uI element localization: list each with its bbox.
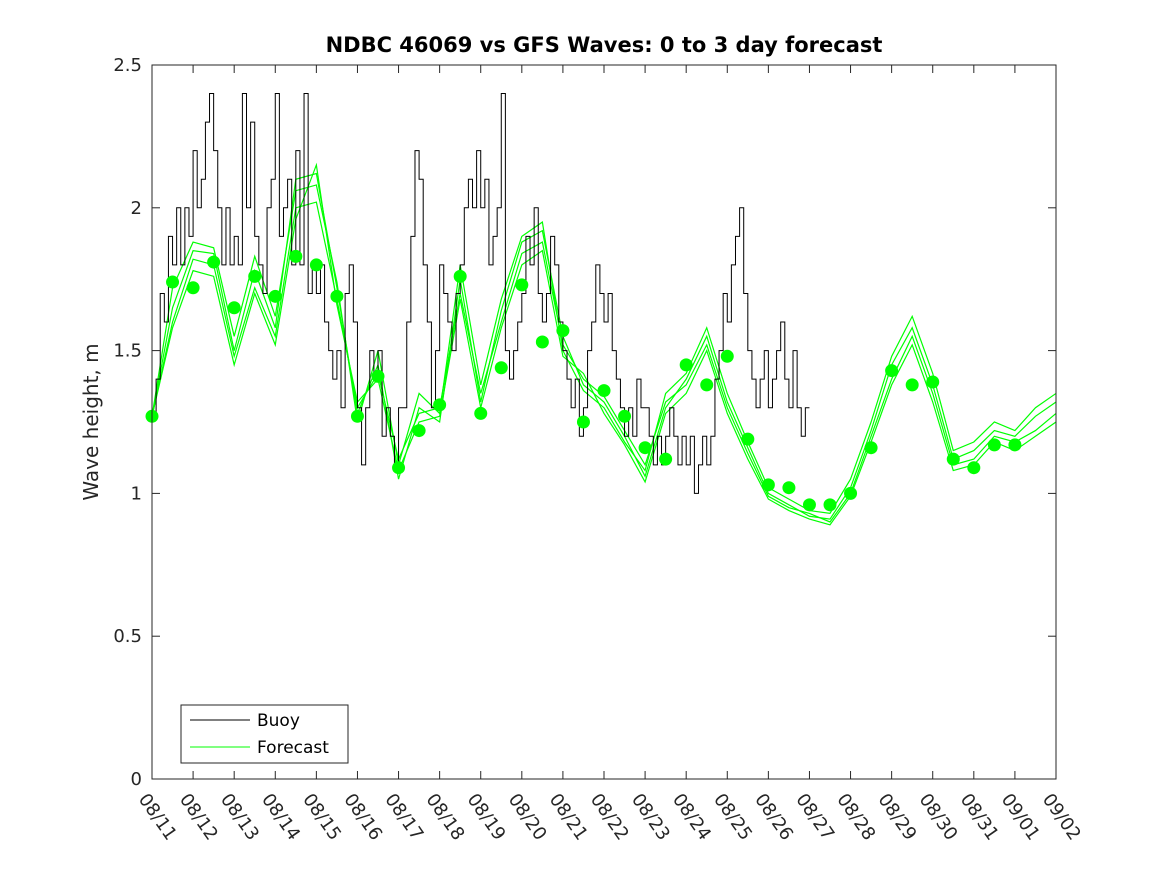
buoy-trace (152, 93, 810, 494)
forecast-marker (741, 432, 755, 446)
forecast-line (151, 184, 1057, 515)
forecast-marker (679, 358, 693, 372)
forecast-marker (946, 452, 960, 466)
forecast-marker (453, 269, 467, 283)
forecast-marker (761, 478, 775, 492)
forecast-marker (659, 452, 673, 466)
forecast-marker (782, 481, 796, 495)
forecast-marker (597, 384, 611, 398)
forecast-marker (700, 378, 714, 392)
forecast-marker (926, 375, 940, 389)
forecast-line (151, 172, 1057, 520)
forecast-marker (720, 349, 734, 363)
forecast-marker (987, 438, 1001, 452)
y-tick-label: 1.5 (113, 341, 142, 362)
forecast-marker (618, 409, 632, 423)
forecast-marker (433, 398, 447, 412)
y-axis-label: Wave height, m (79, 343, 103, 500)
y-axis: 0 0.5 1 1.5 2 2.5 (113, 55, 1056, 790)
forecast-marker (268, 289, 282, 303)
forecast-marker (844, 486, 858, 500)
forecast-marker (207, 255, 221, 269)
forecast-marker (556, 324, 570, 338)
forecast-marker (309, 258, 323, 272)
forecast-marker (535, 335, 549, 349)
y-tick-label: 2.5 (113, 55, 142, 76)
forecast-marker (186, 281, 200, 295)
forecast-marker (515, 278, 529, 292)
y-tick-label: 0.5 (113, 626, 142, 647)
forecast-marker (350, 409, 364, 423)
forecast-marker (576, 415, 590, 429)
forecast-marker (392, 461, 406, 475)
chart-title: NDBC 46069 vs GFS Waves: 0 to 3 day fore… (326, 33, 883, 57)
legend: Buoy Forecast (180, 704, 349, 764)
forecast-marker (864, 441, 878, 455)
y-tick-label: 0 (131, 769, 142, 790)
forecast-marker (967, 461, 981, 475)
forecast-marker (1008, 438, 1022, 452)
forecast-marker (412, 424, 426, 438)
forecast-marker (289, 249, 303, 263)
legend-forecast-label: Forecast (257, 738, 329, 758)
legend-box (180, 704, 349, 764)
forecast-marker (823, 498, 837, 512)
forecast-marker (802, 498, 816, 512)
forecast-marker (371, 369, 385, 383)
forecast-marker (474, 406, 488, 420)
forecast-marker (494, 361, 508, 375)
forecast-marker (330, 289, 344, 303)
forecast-line (151, 162, 1057, 526)
y-tick-label: 2 (131, 198, 142, 219)
forecast-marker (885, 364, 899, 378)
buoy-line (152, 93, 810, 494)
forecast-marker (248, 269, 262, 283)
forecast-marker (166, 275, 180, 289)
forecast-marker (905, 378, 919, 392)
forecast-marker (638, 441, 652, 455)
y-tick-label: 1 (131, 483, 142, 504)
forecast-marker (227, 301, 241, 315)
legend-buoy-label: Buoy (257, 711, 300, 731)
